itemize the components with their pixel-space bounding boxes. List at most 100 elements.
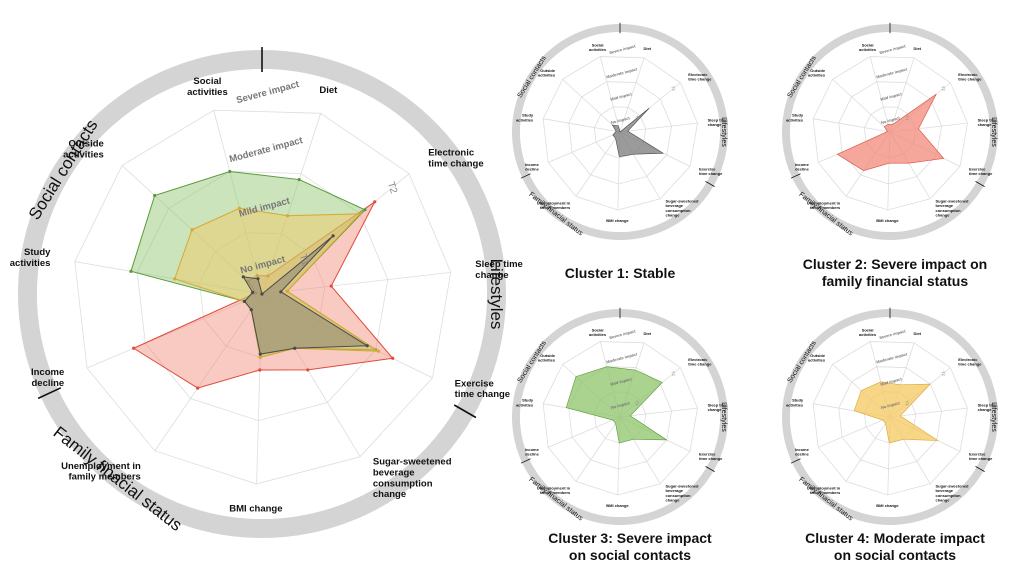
cluster-4-domain-label-0: Lifestyles [990, 402, 998, 432]
cluster-3-spoke [619, 407, 698, 418]
cluster-3-series-3 [565, 366, 668, 444]
overall-series-4-point [285, 289, 289, 293]
cluster-1-axis-label-7: Income decline [525, 162, 540, 172]
cluster-3-spoke [547, 416, 621, 448]
overall-axis-label-9: Outside activities [63, 138, 104, 160]
cluster-4-axis-label-1: Electronic time change [958, 356, 982, 366]
cluster-3-axis-label-9: Outside activities [538, 353, 556, 363]
overall-spoke [261, 293, 361, 457]
cluster-4-axis-label-9: Outside activities [808, 353, 826, 363]
overall-axis-label-1: Electronic time change [428, 147, 483, 169]
overall-series-1-point [241, 275, 245, 279]
cluster-2-axis-label-4: Sugar-sweetened beverage consumption change [936, 198, 970, 217]
overall-series-2-point [132, 346, 136, 350]
cluster-3-axis-label-7: Income decline [525, 447, 540, 457]
overall-series-1-point [258, 352, 262, 356]
cluster-3-level-label-1: Mild impact [610, 376, 633, 387]
cluster-2-axis-label-5: BMI change [876, 218, 899, 223]
cluster-1-axis-label-4: Sugar-sweetened beverage consumption change [666, 198, 700, 217]
overall-series-2-point [306, 368, 310, 372]
cluster-3-title: Cluster 3: Severe impact on social conta… [510, 530, 750, 564]
overall-series-2-point [254, 291, 258, 295]
overall-axis-label-4: Sugar-sweetened beverage consumption change [373, 456, 452, 500]
overall-series-2-point [373, 200, 377, 204]
cluster-2-domain-separator [790, 173, 801, 179]
overall-series-1-point [260, 292, 264, 296]
cluster-1-grid-level-1 [593, 106, 647, 159]
overall-spoke [261, 271, 451, 295]
cluster-4-grid-level-3 [812, 341, 968, 496]
overall-series-1 [242, 235, 369, 355]
cluster-4-spoke [889, 407, 968, 418]
cluster-2-domain-separator [975, 181, 985, 187]
overall-series-1-point [331, 234, 335, 238]
cluster-4-domain-separator [975, 466, 985, 472]
cluster-1-spoke [547, 131, 621, 163]
cluster-1-domain-separator [705, 181, 715, 187]
overall-series-2-point [391, 356, 395, 360]
cluster-3-domain-separator [705, 466, 715, 472]
overall-time-label-T2: T2 [385, 181, 399, 196]
overall-series-1-point [242, 299, 247, 303]
cluster-4-axis-label-8: Study activities [786, 397, 804, 407]
cluster-1-time-label-T1: T1 [634, 115, 640, 122]
overall-axis-label-5: BMI change [229, 503, 282, 514]
cluster-1-spoke [543, 118, 621, 133]
overall-spoke [261, 113, 322, 295]
cluster-3-level-label-3: Severe impact [609, 328, 637, 340]
cluster-3-axis-label-8: Study activities [516, 397, 534, 407]
cluster-3-title-line-2: on social contacts [568, 547, 692, 563]
overall-series-4-point [285, 214, 290, 218]
overall-spoke [213, 110, 263, 295]
overall-series-2-point [196, 386, 200, 390]
cluster-4-axis-label-4: Sugar-sweetened beverage consumption change [936, 483, 970, 502]
cluster-2-grid-level-2 [838, 81, 943, 185]
overall-series-3-point [297, 177, 301, 182]
cluster-4-spoke [817, 416, 891, 448]
cluster-4-level-label-0: No impact [880, 400, 901, 410]
cluster-4-level-label-3: Severe impact [879, 328, 907, 340]
cluster-1-grid-level-2 [568, 81, 673, 185]
overall-series-1-point [249, 308, 253, 312]
overall-series-4-point [258, 355, 262, 359]
cluster-2-title-line-2: family financial status [821, 273, 969, 289]
overall-series-4-point [358, 212, 362, 216]
overall-grid-level-2 [136, 171, 389, 422]
cluster-4-time-label-T1: T1 [904, 400, 910, 407]
cluster-3-axis-label-5: BMI change [606, 503, 629, 508]
cluster-1-spoke [619, 57, 645, 133]
overall-series-1-point [279, 290, 283, 294]
overall-series-4-point [237, 206, 242, 210]
cluster-1-axis-label-0: Diet [643, 46, 651, 51]
overall-axis-label-0: Diet [319, 84, 338, 95]
overall-axis-label-7: Income decline [31, 367, 64, 389]
cluster-1-level-label-0: No impact [610, 115, 631, 125]
cluster-2-axis-label-2: Sleep time change [978, 117, 999, 127]
cluster-4-title-line-1: Cluster 4: Moderate impact [805, 530, 985, 546]
overall-grid-level-3 [74, 109, 452, 485]
cluster-1-grid-level-3 [542, 56, 698, 211]
cluster-1-level-label-1: Mild impact [610, 91, 633, 102]
cluster-2-level-label-1: Mild impact [880, 91, 903, 102]
overall-series-2-point [329, 284, 333, 288]
overall-axis-label-10: Social activities [187, 75, 228, 97]
cluster-4-axis-label-2: Sleep time change [978, 402, 999, 412]
overall-axis-label-3: Exercise time change [455, 378, 510, 400]
cluster-3-title-line-1: Cluster 3: Severe impact [548, 530, 712, 546]
cluster-2-grid-level-3 [812, 56, 968, 211]
overall-series-4-point [173, 277, 177, 281]
cluster-3-domain-label-0: Lifestyles [720, 402, 728, 432]
overall-time-label-T1: T1 [297, 253, 311, 268]
overall-grid-level-1 [199, 232, 326, 358]
overall-series-2-point [266, 274, 270, 278]
cluster-4-axis-label-10: Social activities [859, 327, 877, 337]
cluster-1-domain-separator [520, 173, 531, 179]
overall-axis-label-6: Unemployment in family members [61, 460, 141, 482]
cluster-2-title: Cluster 2: Severe impact on family finan… [775, 256, 1015, 290]
cluster-1-axis-label-6: Unemployment in family members [537, 200, 571, 210]
cluster-2-axis-label-10: Social activities [859, 42, 877, 52]
cluster-1-axis-label-3: Exercise time change [699, 166, 723, 176]
overall-series-2-point [246, 279, 250, 283]
cluster-2-axis-label-7: Income decline [795, 162, 810, 172]
